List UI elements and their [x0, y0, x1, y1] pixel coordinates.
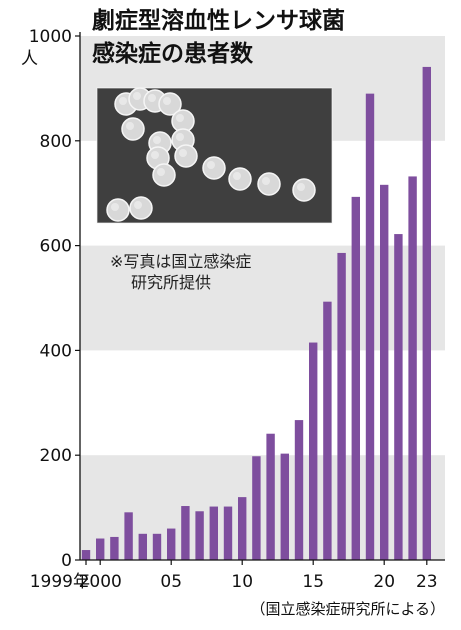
bar-2004 [152, 533, 162, 560]
y-tick-label: 400 [40, 341, 72, 361]
x-tick-label: 23 [416, 572, 438, 592]
bar-2014 [294, 420, 304, 560]
bar-2020 [380, 184, 389, 560]
streptococcus-chain-image [97, 87, 332, 223]
x-tick-label: 15 [302, 572, 324, 592]
bar-2003 [138, 533, 147, 560]
x-tick-label: 1999年 [30, 572, 90, 592]
bar-2013 [280, 453, 289, 560]
bar-2021 [394, 234, 403, 560]
bar-2008 [209, 506, 218, 560]
bar-2016 [323, 301, 332, 560]
bar-2010 [238, 497, 247, 560]
bar-2005 [167, 528, 176, 560]
bar-2017 [337, 252, 346, 560]
bar-2015 [309, 342, 318, 560]
bar-2012 [266, 433, 275, 560]
bar-1999 [81, 550, 91, 560]
bar-2022 [408, 176, 417, 560]
photo-credit-line-1: ※写真は国立感染症 [110, 252, 251, 271]
source-note: （国立感染症研究所による） [250, 600, 445, 618]
photo-credit-line-2: 研究所提供 [131, 273, 211, 292]
x-tick-label: 20 [373, 572, 395, 592]
x-tick-label: 05 [160, 572, 182, 592]
y-axis-unit-label: 人 [21, 49, 38, 69]
bar-2007 [195, 511, 204, 560]
bar-2019 [365, 93, 375, 560]
bar-2023 [422, 66, 431, 561]
bar-2002 [124, 512, 133, 560]
bar-2001 [110, 536, 119, 560]
bar-2018 [351, 196, 360, 560]
axes [75, 32, 445, 565]
chart-title-line-2: 感染症の患者数 [92, 40, 254, 67]
bar-2000 [96, 538, 105, 560]
chart-title-line-1: 劇症型溶血性レンサ球菌 [92, 7, 345, 34]
x-tick-label: 2000 [79, 572, 122, 592]
bar-2006 [181, 506, 190, 560]
y-tick-label: 0 [61, 551, 72, 571]
y-tick-labels: 0 200 400 600 800 1000 [29, 27, 72, 571]
bar-2011 [252, 456, 261, 560]
bar-2009 [223, 506, 233, 560]
y-tick-label: 600 [40, 237, 72, 257]
bars [81, 66, 431, 561]
y-tick-label: 200 [40, 446, 72, 466]
y-tick-label: 800 [40, 132, 72, 152]
bacteria-photo [96, 87, 333, 224]
x-tick-label: 10 [231, 572, 253, 592]
grid-band [80, 455, 445, 560]
y-tick-label: 1000 [29, 27, 72, 47]
